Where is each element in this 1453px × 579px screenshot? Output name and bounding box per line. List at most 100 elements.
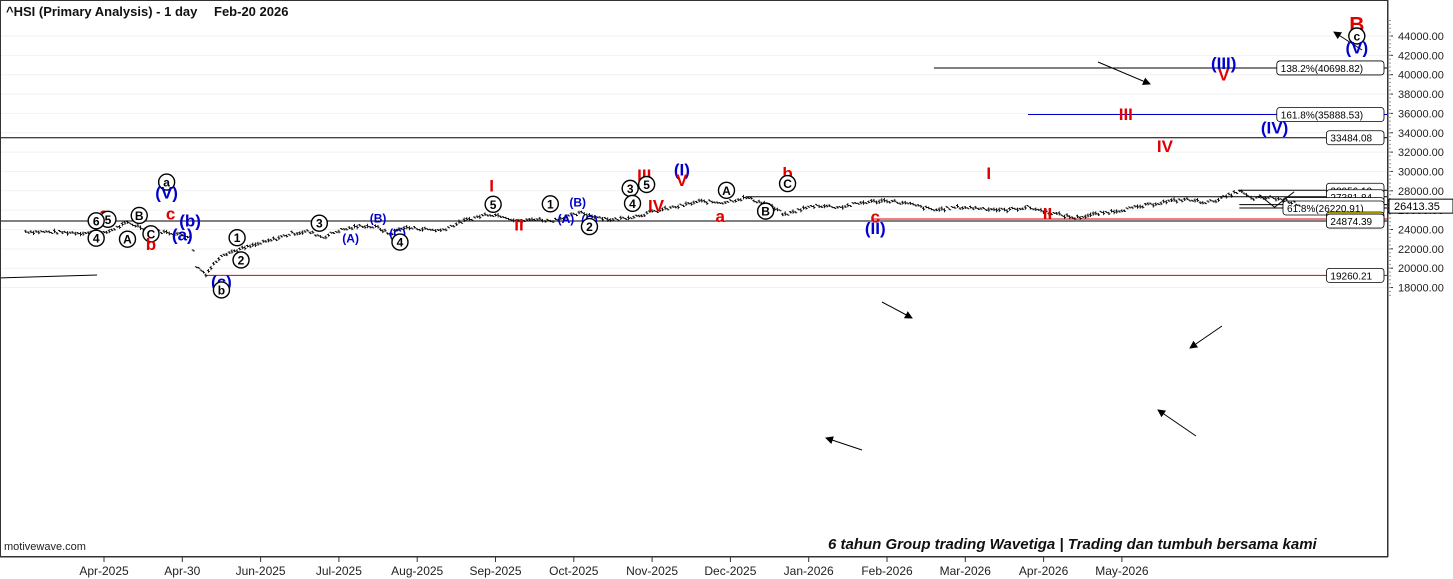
price-tick-label: 18000.00 [1398,283,1444,295]
wave-label: (B) [569,196,586,210]
pointer-arrow [1333,31,1363,51]
level-label-box [1326,213,1385,229]
wave-label: b [218,283,225,297]
wave-label: (II) [865,219,886,238]
wave-circle [142,225,160,243]
wave-circle [580,217,599,236]
wave-circle [212,281,231,299]
wave-circle [87,212,105,230]
price-tick-label: 34000.00 [1398,128,1444,140]
brand-watermark: motivewave.com [4,541,86,553]
time-axis-area [0,557,1453,579]
time-tick-label: Aug-2025 [391,564,443,578]
wave-label: V [676,171,688,190]
pointer-arrow [825,436,863,451]
time-tick-label: Jan-2026 [784,564,834,578]
wave-label: (B) [370,212,387,226]
time-tick-label: Apr-30 [164,564,200,578]
wave-label: II [514,216,523,235]
wave-circle [756,202,775,220]
wave-label: 5 [105,213,112,227]
footer-tagline: 6 tahun Group trading Wavetiga | Trading… [828,536,1317,553]
wave-label: 5 [490,198,497,212]
wave-label: 4 [93,232,100,246]
wave-circle [391,233,409,251]
wave-label: 4 [397,236,404,250]
price-tick-label: 44000.00 [1398,31,1444,43]
wave-label: (V) [1345,39,1368,58]
chart-frame [0,0,1388,557]
time-tick-label: Sep-2025 [469,564,521,578]
wave-label: (a) [172,225,193,244]
wave-label: II [1043,204,1052,223]
wave-circle [541,195,560,213]
time-tick-label: Jun-2025 [236,564,286,578]
last-price-tag [1388,198,1453,214]
wave-label: 1 [547,197,554,211]
time-tick-label: Nov-2025 [626,564,678,578]
time-tick-label: Oct-2025 [549,564,599,578]
wave-label: IV [648,197,665,216]
wave-label: A [123,233,132,247]
wave-label: a [715,207,725,226]
wave-label: (IV) [1261,118,1288,137]
wave-circle [87,229,105,247]
wave-label: c [1353,30,1360,44]
price-tick-label: 24000.00 [1398,225,1444,237]
wave-label: B [135,209,144,223]
level-label-box [1326,130,1385,146]
wave-circle [157,173,176,191]
wave-label: 6 [93,214,100,228]
level-label: 161.8%(35888.53) [1281,110,1363,121]
price-tick-label: 40000.00 [1398,70,1444,82]
pointer-arrow [881,301,913,319]
level-label-box [1276,107,1385,122]
wave-label: C [783,177,792,191]
wave-label: c [166,204,175,223]
price-axis-bg [1388,0,1453,557]
wave-label: B [761,205,770,219]
wave-circle [623,194,642,213]
wave-circle [484,195,502,214]
price-tick-label: 32000.00 [1398,147,1444,159]
wave-label: IV [1157,137,1174,156]
pointer-arrow [1157,409,1197,437]
wave-label: (b) [179,212,201,231]
wave-circle [637,175,656,194]
wave-label: III [1119,105,1133,124]
time-tick-label: Dec-2025 [704,564,756,578]
price-tick-label: 20000.00 [1398,263,1444,275]
wave-label: (III) [1211,54,1237,73]
wave-circle [717,181,736,200]
time-tick-label: Apr-2026 [1019,564,1069,578]
wave-circle [778,174,797,193]
wave-label: 2 [238,253,245,267]
wave-label: A [722,184,731,198]
wave-label: 2 [586,220,593,234]
wave-circle [118,230,137,248]
wave-label: V [1218,66,1230,85]
time-tick-label: May-2026 [1095,564,1149,578]
price-tick-label: 42000.00 [1398,50,1444,62]
wave-circle [228,229,246,247]
level-label: 61.8%(26220.91) [1287,204,1364,215]
wave-label: b [782,164,792,183]
time-tick-label: Mar-2026 [940,564,992,578]
wave-label: 5 [643,178,650,192]
chart-title: ^HSI (Primary Analysis) - 1 day [6,4,198,19]
chart-date: Feb-20 2026 [214,4,289,19]
wave-circle [310,214,329,232]
time-tick-label: Jul-2025 [316,564,362,578]
last-price-label: 26413.35 [1394,201,1440,213]
wave-label: a [163,176,170,190]
price-tick-label: 38000.00 [1398,89,1444,101]
wave-label: I [986,164,991,183]
wave-label: (A) [342,231,359,245]
wave-circle [232,251,250,269]
pointer-arrow [1097,61,1151,85]
price-tick-label: 30000.00 [1398,166,1444,178]
pointer-arrow [1189,325,1223,349]
level-label-box [1326,267,1385,283]
level-label: 33484.08 [1330,134,1372,145]
